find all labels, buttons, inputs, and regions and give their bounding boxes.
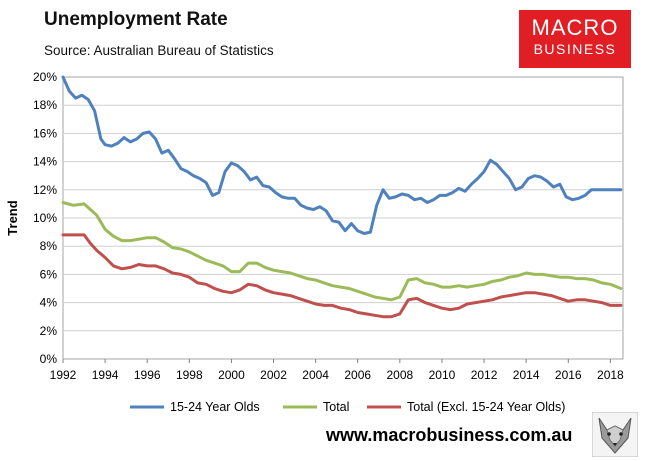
series-line-1 bbox=[61, 201, 623, 302]
y-tick-label: 14% bbox=[33, 155, 57, 169]
x-tick-label: 2004 bbox=[302, 368, 329, 382]
series-line-2 bbox=[61, 233, 623, 319]
legend-label: 15-24 Year Olds bbox=[170, 400, 260, 414]
x-tick-label: 2002 bbox=[260, 368, 287, 382]
wolf-icon bbox=[592, 412, 638, 457]
y-tick-label: 2% bbox=[40, 324, 58, 338]
x-tick-label: 1998 bbox=[176, 368, 203, 382]
legend-label: Total (Excl. 15-24 Year Olds) bbox=[407, 400, 565, 414]
x-tick-label: 1996 bbox=[134, 368, 161, 382]
y-tick-label: 16% bbox=[33, 126, 57, 140]
y-tick-label: 8% bbox=[40, 239, 58, 253]
chart-title: Unemployment Rate bbox=[44, 9, 228, 30]
y-tick-label: 18% bbox=[33, 98, 57, 112]
y-tick-label: 6% bbox=[40, 267, 58, 281]
macrobusiness-logo: MACRO BUSINESS bbox=[519, 10, 631, 68]
logo-line2: BUSINESS bbox=[533, 41, 617, 57]
x-tick-label: 2012 bbox=[471, 368, 498, 382]
y-tick-label: 20% bbox=[33, 70, 57, 84]
website-url: www.macrobusiness.com.au bbox=[326, 425, 573, 445]
y-tick-label: 0% bbox=[40, 352, 58, 366]
y-tick-label: 10% bbox=[33, 211, 57, 225]
x-tick-label: 1992 bbox=[50, 368, 77, 382]
chart-subtitle: Source: Australian Bureau of Statistics bbox=[44, 43, 274, 58]
x-tick-label: 2008 bbox=[386, 368, 413, 382]
y-tick-label: 4% bbox=[40, 296, 58, 310]
x-tick-label: 1994 bbox=[92, 368, 119, 382]
x-tick-label: 2000 bbox=[218, 368, 245, 382]
legend-label: Total bbox=[323, 400, 349, 414]
x-tick-label: 2014 bbox=[513, 368, 540, 382]
y-tick-label: 12% bbox=[33, 183, 57, 197]
x-tick-label: 2010 bbox=[429, 368, 456, 382]
y-axis-title: Trend bbox=[5, 200, 20, 235]
x-tick-label: 2006 bbox=[344, 368, 371, 382]
logo-line1: MACRO bbox=[531, 15, 619, 40]
x-tick-label: 2016 bbox=[555, 368, 582, 382]
series-line-0 bbox=[61, 75, 623, 235]
x-tick-label: 2018 bbox=[597, 368, 624, 382]
